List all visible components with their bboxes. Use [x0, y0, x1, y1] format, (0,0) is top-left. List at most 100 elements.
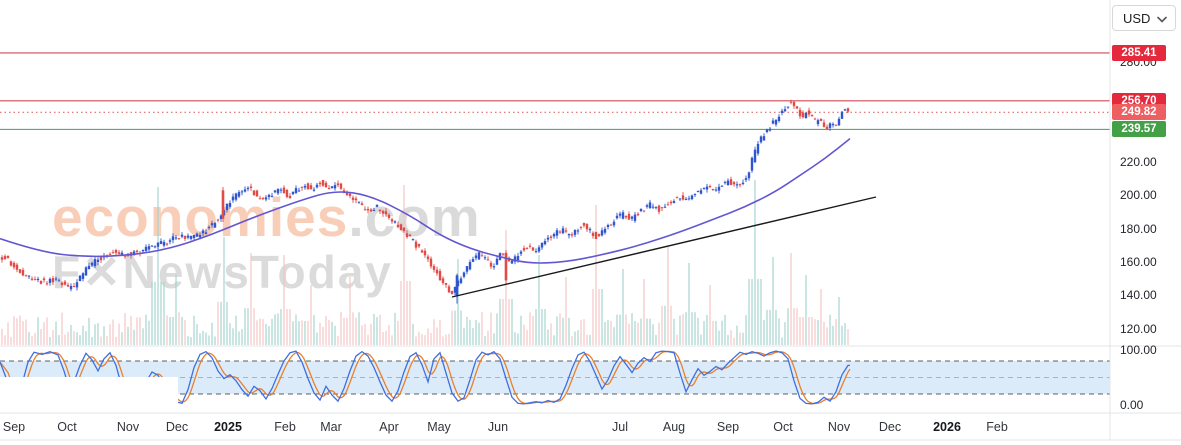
candle	[117, 252, 121, 254]
candle	[546, 237, 550, 240]
volume-bar	[445, 334, 447, 345]
volume-bar	[250, 253, 252, 345]
volume-bar	[559, 313, 561, 345]
volume-bar	[229, 323, 231, 345]
volume-bar	[625, 314, 627, 345]
candle	[537, 247, 541, 252]
volume-bar	[256, 320, 258, 345]
price-axis[interactable]: 280.00 220.00 200.00 180.00 160.00 140.00 120.…	[1110, 0, 1181, 440]
volume-bar	[193, 315, 195, 345]
candle	[447, 286, 451, 293]
volume-bar	[790, 253, 792, 345]
volume-bar	[37, 317, 39, 345]
candle	[84, 267, 88, 276]
candle	[189, 235, 193, 239]
candle	[807, 110, 811, 115]
volume-bar	[412, 323, 414, 345]
price-level-badge: 249.82	[1112, 104, 1166, 121]
candle	[240, 191, 244, 193]
candle	[576, 230, 580, 232]
time-axis-label: Nov	[116, 420, 140, 434]
candle	[300, 186, 304, 188]
volume-bar	[724, 314, 726, 345]
candle	[333, 185, 337, 189]
volume-bar	[418, 331, 420, 345]
watermark-brand-suffix: .com	[348, 186, 481, 248]
volume-bar	[67, 331, 69, 345]
volume-bar	[517, 333, 519, 345]
volume-bar	[757, 279, 759, 345]
volume-bar	[463, 327, 465, 345]
candle	[279, 189, 283, 191]
volume-bar	[781, 337, 783, 345]
candle	[777, 116, 781, 121]
candle	[12, 262, 16, 268]
volume-bar	[838, 297, 840, 345]
volume-bar	[583, 319, 585, 345]
candle	[408, 234, 412, 237]
candle	[192, 235, 196, 239]
candle	[78, 275, 82, 282]
volume-bar	[628, 323, 630, 345]
price-tick-label: 180.00	[1120, 221, 1157, 236]
volume-bar	[739, 332, 741, 345]
candle	[711, 189, 715, 191]
candle	[354, 198, 358, 201]
volume-bar	[31, 336, 33, 345]
volume-bar	[79, 335, 81, 345]
volume-bar	[142, 328, 144, 345]
candle	[753, 149, 757, 163]
candle	[633, 214, 637, 221]
volume-bar	[742, 332, 744, 345]
volume-bar	[664, 305, 666, 345]
candle	[213, 223, 217, 228]
volume-bar	[106, 336, 108, 345]
time-axis-label: Mar	[320, 420, 342, 434]
volume-bar	[13, 316, 15, 345]
currency-selector[interactable]: USD	[1112, 5, 1176, 31]
candle	[315, 184, 319, 188]
candle	[393, 221, 397, 223]
volume-bar	[382, 332, 384, 345]
candle	[249, 186, 253, 188]
volume-bar	[715, 321, 717, 345]
candle	[822, 122, 826, 127]
volume-bar	[754, 180, 756, 345]
candle	[591, 232, 595, 237]
time-axis-label: Sep	[2, 420, 26, 434]
volume-bar	[28, 332, 30, 345]
candle	[666, 204, 670, 206]
candle	[93, 259, 97, 267]
candle	[510, 260, 514, 264]
volume-bar	[337, 335, 339, 345]
volume-bar	[496, 313, 498, 345]
candle	[411, 239, 415, 241]
candle	[552, 234, 556, 237]
candle	[420, 250, 424, 253]
volume-bar	[694, 312, 696, 345]
time-axis-label: Jul	[612, 420, 628, 434]
volume-bar	[487, 330, 489, 345]
time-axis[interactable]: Sep Oct Nov Dec 2025 Feb Mar Apr May Jun Jul Aug Sep…	[0, 413, 1181, 440]
volume-bar	[733, 337, 735, 345]
volume-bar	[832, 325, 834, 345]
volume-bar	[451, 310, 453, 345]
volume-bar	[391, 335, 393, 345]
volume-bar	[649, 318, 651, 345]
candle	[324, 182, 328, 188]
volume-bar	[232, 328, 234, 345]
time-axis-label: Feb	[274, 420, 296, 434]
candle	[747, 172, 751, 179]
volume-bar	[484, 336, 486, 345]
volume-bar	[796, 308, 798, 345]
volume-bar	[769, 309, 771, 345]
volume-bar	[469, 319, 471, 345]
candle	[294, 188, 298, 193]
volume-bar	[127, 326, 129, 345]
volume-bar	[844, 322, 846, 345]
candle	[621, 212, 625, 219]
candle	[717, 186, 721, 191]
candle	[846, 108, 850, 112]
candle	[198, 235, 202, 238]
